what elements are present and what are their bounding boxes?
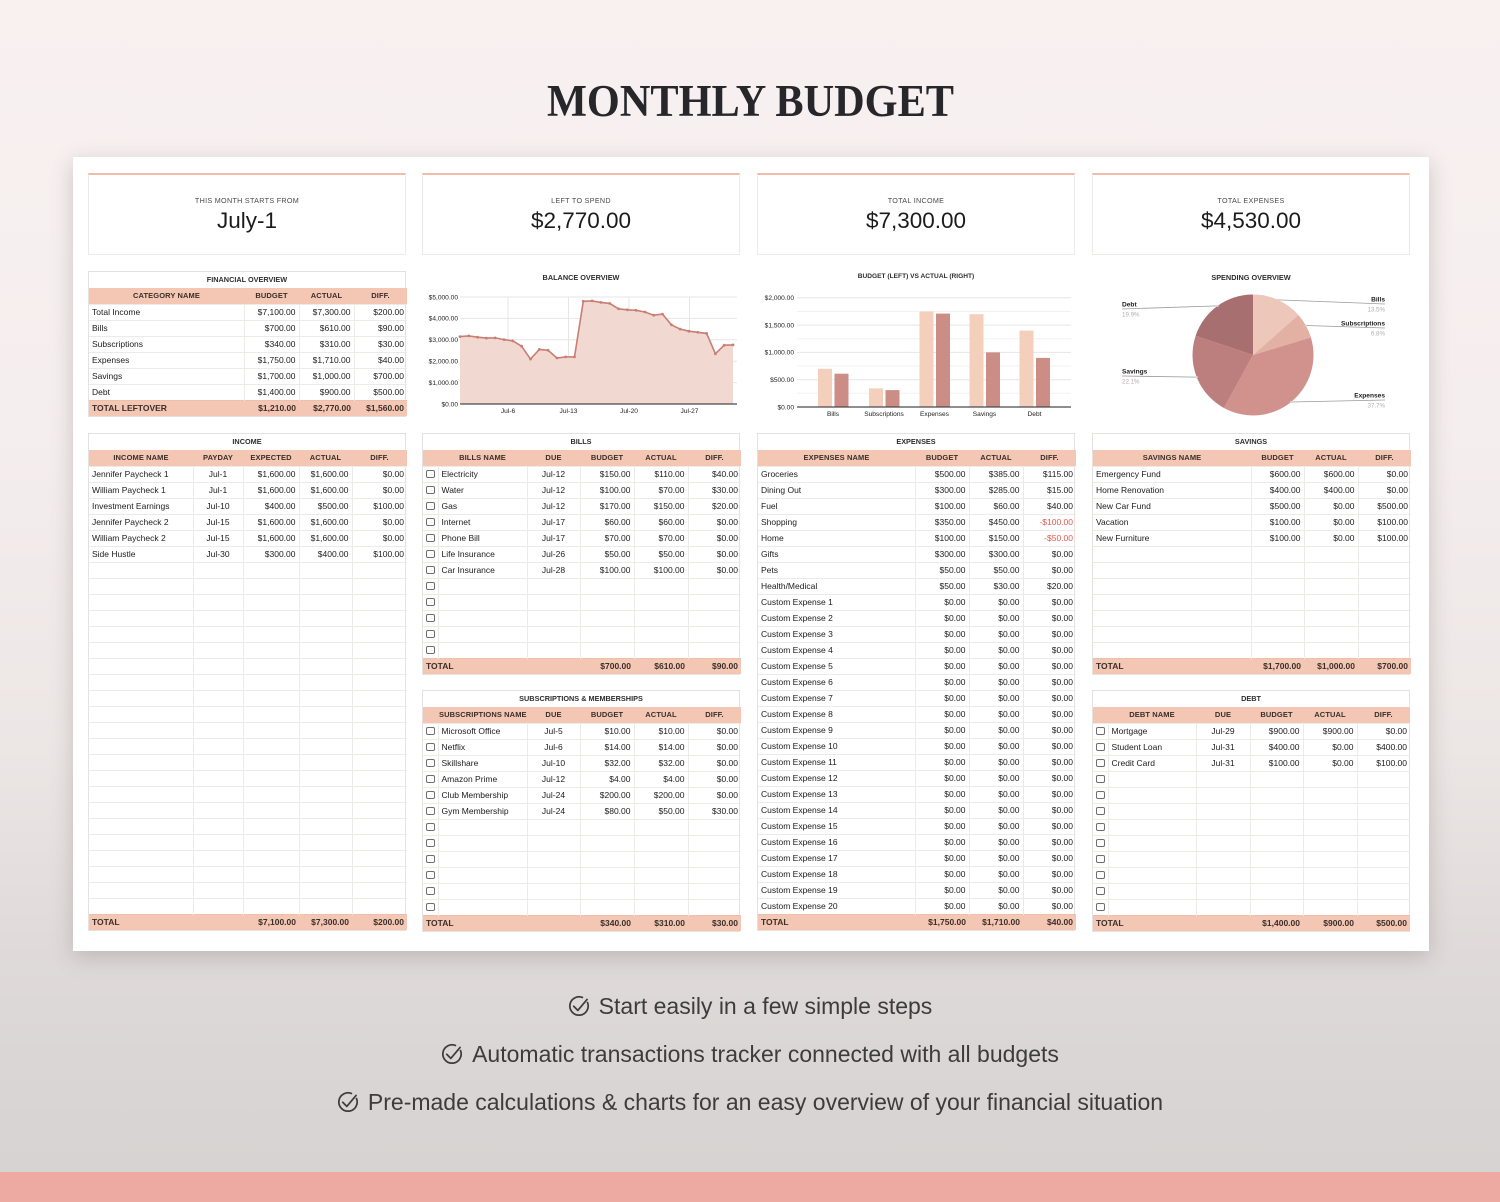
- svg-text:Expenses: Expenses: [920, 411, 950, 418]
- svg-text:$4,000.00: $4,000.00: [429, 316, 459, 323]
- svg-text:$1,500.00: $1,500.00: [765, 322, 795, 329]
- svg-text:Debt: Debt: [1028, 411, 1042, 418]
- svg-text:$5,000.00: $5,000.00: [429, 294, 459, 301]
- svg-text:19.9%: 19.9%: [1122, 312, 1140, 319]
- svg-text:Expenses: Expenses: [1354, 393, 1385, 400]
- svg-text:37.7%: 37.7%: [1367, 403, 1385, 410]
- svg-text:Savings: Savings: [1122, 369, 1148, 376]
- svg-text:$2,000.00: $2,000.00: [765, 295, 795, 302]
- svg-text:Savings: Savings: [973, 411, 997, 418]
- svg-text:$0.00: $0.00: [441, 401, 458, 408]
- svg-text:22.1%: 22.1%: [1122, 379, 1140, 386]
- svg-text:13.5%: 13.5%: [1367, 307, 1385, 314]
- svg-text:$1,000.00: $1,000.00: [765, 350, 795, 357]
- svg-text:$2,000.00: $2,000.00: [429, 359, 459, 366]
- svg-text:$0.00: $0.00: [777, 404, 794, 411]
- svg-text:Bills: Bills: [1371, 297, 1385, 304]
- svg-text:$1,000.00: $1,000.00: [429, 380, 459, 387]
- svg-text:Bills: Bills: [827, 411, 840, 418]
- svg-text:6.8%: 6.8%: [1371, 331, 1386, 338]
- svg-text:$500.00: $500.00: [770, 377, 794, 384]
- svg-text:Jul-6: Jul-6: [501, 408, 516, 415]
- svg-text:Jul-13: Jul-13: [560, 408, 578, 415]
- svg-text:Subscriptions: Subscriptions: [1341, 321, 1385, 328]
- svg-text:$3,000.00: $3,000.00: [429, 337, 459, 344]
- svg-text:Debt: Debt: [1122, 302, 1137, 309]
- svg-text:Subscriptions: Subscriptions: [864, 411, 904, 418]
- svg-text:Jul-20: Jul-20: [620, 408, 638, 415]
- svg-text:Jul-27: Jul-27: [681, 408, 699, 415]
